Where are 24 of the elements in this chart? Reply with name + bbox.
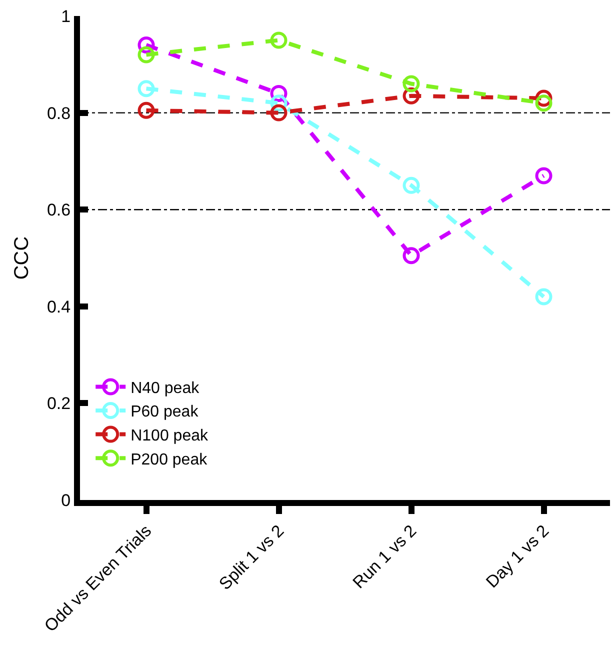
point bbox=[402, 75, 420, 92]
y-tick-label: 0.2 bbox=[46, 394, 71, 414]
point bbox=[402, 176, 420, 194]
x-tick-label: Day 1 vs 2 bbox=[482, 521, 553, 592]
point bbox=[535, 288, 552, 306]
y-tick-label: 0 bbox=[61, 490, 71, 510]
point bbox=[270, 104, 288, 122]
x-tick-label: Run 1 vs 2 bbox=[349, 521, 420, 592]
point bbox=[535, 167, 552, 184]
y-tick-label: 0.4 bbox=[46, 297, 71, 316]
point bbox=[138, 80, 155, 98]
point bbox=[138, 102, 155, 119]
point bbox=[535, 94, 552, 112]
y-axis-title: CCC bbox=[10, 236, 33, 280]
legend-label: P200 peak bbox=[130, 451, 208, 468]
y-tick-label: 0.6 bbox=[46, 200, 71, 220]
point bbox=[270, 32, 288, 49]
legend-label: N40 peak bbox=[130, 380, 200, 397]
y-tick-label: 0.8 bbox=[46, 104, 71, 123]
legend-label: N100 peak bbox=[130, 428, 209, 445]
point bbox=[138, 46, 155, 64]
x-tick-label: Split 1 vs 2 bbox=[215, 521, 288, 594]
point bbox=[402, 247, 420, 264]
y-tick-label: 1 bbox=[61, 6, 71, 26]
